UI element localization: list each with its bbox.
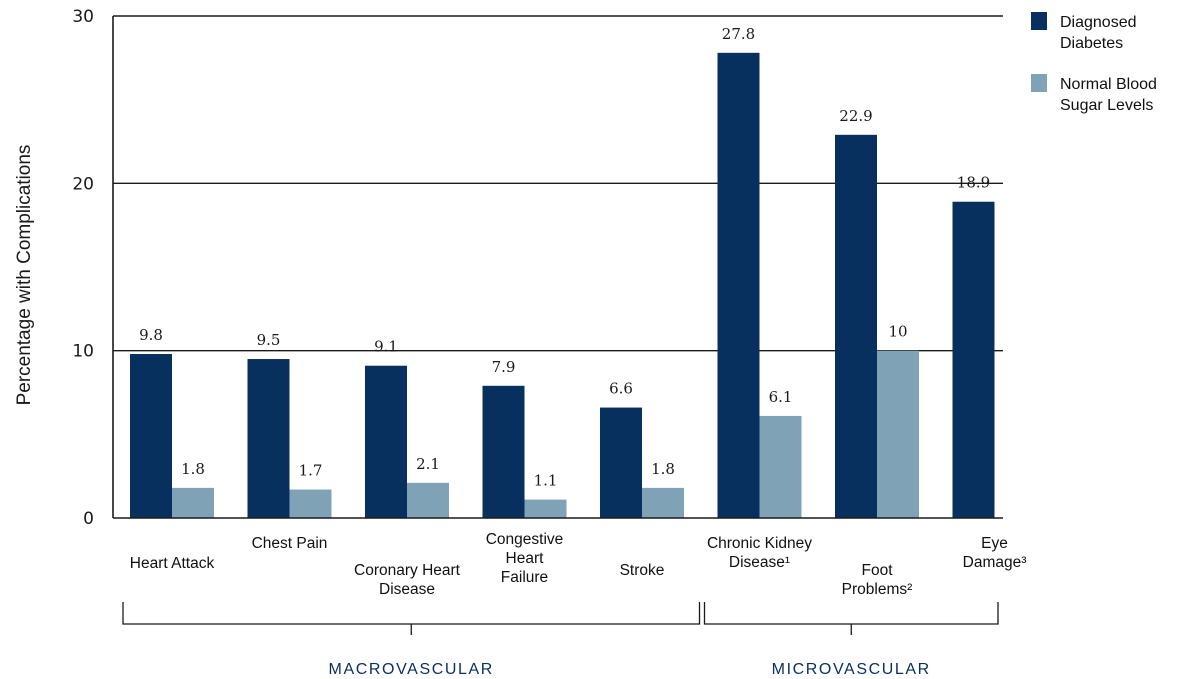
data-label: 1.8 — [181, 460, 205, 478]
data-label: 22.9 — [839, 107, 872, 125]
data-label: 10 — [888, 323, 907, 341]
bar — [365, 365, 407, 518]
group-layer: MACROVASCULAR MICROVASCULAR — [122, 602, 999, 678]
bar-layer — [130, 52, 995, 519]
y-tick-label: 0 — [83, 509, 94, 529]
bar — [600, 407, 642, 518]
group-bracket — [703, 602, 999, 635]
y-tick-label: 20 — [72, 174, 94, 194]
bar — [289, 489, 332, 518]
bar — [835, 134, 877, 518]
bar — [130, 354, 172, 518]
data-label: 27.8 — [722, 25, 755, 43]
data-label: 6.6 — [609, 380, 633, 398]
data-label: 2.1 — [416, 455, 440, 473]
bar — [877, 350, 919, 518]
category-label-line: Heart Attack — [130, 555, 215, 572]
category-label-line: Problems² — [842, 581, 913, 598]
category-label: Congestive Heart Failure — [486, 531, 564, 586]
bar — [172, 487, 214, 518]
legend-layer: Diagnosed Diabetes Normal Blood Sugar Level… — [1031, 12, 1157, 114]
category-label: Chronic Kidney Disease¹ — [707, 535, 812, 571]
category-label: Eye Damage³ — [963, 535, 1027, 571]
data-label: 6.1 — [769, 388, 793, 406]
category-label-line: Disease¹ — [729, 554, 790, 571]
group-label: MICROVASCULAR — [772, 661, 931, 678]
category-label-line: Disease — [379, 581, 435, 598]
legend-label: Diagnosed Diabetes — [1060, 14, 1137, 52]
category-label-line: Chronic Kidney — [707, 535, 812, 552]
category-label-line: Foot — [861, 562, 893, 579]
legend-label-line: Diabetes — [1060, 35, 1123, 52]
axis-layer: 0 10 20 30 Percentage with Complications — [14, 7, 1003, 529]
category-label: Stroke — [620, 562, 665, 579]
legend-label-line: Normal Blood — [1060, 76, 1157, 93]
category-label-line: Coronary Heart — [354, 562, 461, 579]
bar — [482, 385, 525, 518]
data-label: 1.7 — [299, 462, 323, 480]
category-label-line: Chest Pain — [252, 535, 328, 552]
group-bracket — [122, 602, 701, 635]
data-label: 1.1 — [534, 472, 558, 490]
label-layer: 9.8 9.5 9.1 7.9 6.6 27.8 22.9 18.9 1.8 1.7 2.1 1.1 1… — [130, 25, 1027, 598]
data-label: 18.9 — [957, 174, 990, 192]
y-tick-label: 10 — [72, 342, 94, 362]
bar — [717, 52, 760, 519]
bar — [759, 415, 802, 518]
data-label: 7.9 — [492, 358, 516, 376]
bar — [247, 359, 290, 518]
bar — [524, 499, 567, 518]
category-label: Chest Pain — [252, 535, 328, 552]
group-label: MACROVASCULAR — [329, 661, 494, 678]
data-label: 9.1 — [374, 338, 398, 356]
data-label: 1.8 — [651, 460, 675, 478]
legend-label: Normal Blood Sugar Levels — [1060, 76, 1157, 114]
category-label: Heart Attack — [130, 555, 215, 572]
bar — [642, 487, 684, 518]
category-label-line: Stroke — [620, 562, 665, 579]
bar — [952, 201, 995, 519]
category-label: Coronary Heart Disease — [354, 562, 461, 598]
category-label-line: Congestive — [486, 531, 564, 548]
legend-swatch — [1031, 74, 1047, 92]
category-label-line: Damage³ — [963, 554, 1027, 571]
category-label: Foot Problems² — [842, 562, 913, 598]
bar — [407, 482, 449, 518]
y-axis-label: Percentage with Complications — [14, 145, 35, 406]
legend-swatch — [1031, 12, 1047, 30]
category-label-line: Heart — [506, 550, 545, 567]
data-label: 9.5 — [257, 331, 281, 349]
legend-label-line: Sugar Levels — [1060, 97, 1153, 114]
category-label-line: Failure — [501, 569, 548, 586]
y-tick-label: 30 — [72, 7, 94, 27]
legend-label-line: Diagnosed — [1060, 14, 1137, 31]
category-label-line: Eye — [981, 535, 1008, 552]
data-label: 9.8 — [139, 326, 163, 344]
